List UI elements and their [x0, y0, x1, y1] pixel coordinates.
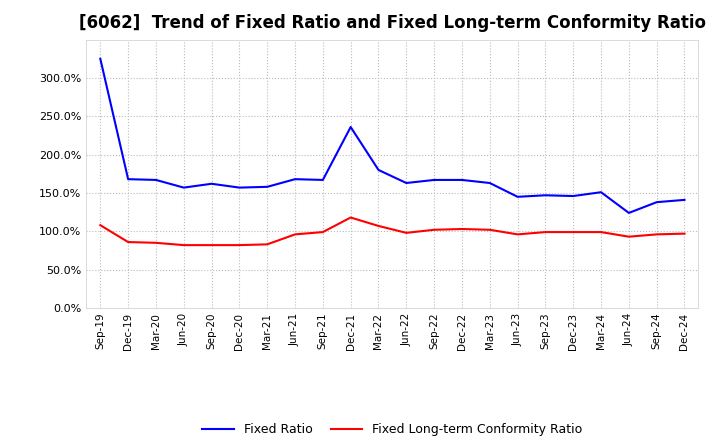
- Fixed Long-term Conformity Ratio: [652, 232, 661, 237]
- Title: [6062]  Trend of Fixed Ratio and Fixed Long-term Conformity Ratio: [6062] Trend of Fixed Ratio and Fixed Lo…: [79, 15, 706, 33]
- Fixed Long-term Conformity Ratio: [291, 232, 300, 237]
- Fixed Long-term Conformity Ratio: [179, 242, 188, 248]
- Fixed Long-term Conformity Ratio: [402, 230, 410, 235]
- Fixed Ratio: [597, 190, 606, 195]
- Fixed Long-term Conformity Ratio: [318, 229, 327, 235]
- Fixed Ratio: [152, 177, 161, 183]
- Line: Fixed Long-term Conformity Ratio: Fixed Long-term Conformity Ratio: [100, 217, 685, 245]
- Fixed Long-term Conformity Ratio: [541, 229, 550, 235]
- Fixed Long-term Conformity Ratio: [569, 229, 577, 235]
- Fixed Ratio: [652, 199, 661, 205]
- Fixed Long-term Conformity Ratio: [485, 227, 494, 232]
- Fixed Long-term Conformity Ratio: [96, 223, 104, 228]
- Fixed Ratio: [96, 56, 104, 62]
- Fixed Ratio: [680, 197, 689, 202]
- Fixed Ratio: [291, 176, 300, 182]
- Fixed Long-term Conformity Ratio: [374, 224, 383, 229]
- Fixed Ratio: [179, 185, 188, 190]
- Fixed Ratio: [485, 180, 494, 186]
- Fixed Long-term Conformity Ratio: [680, 231, 689, 236]
- Fixed Ratio: [374, 167, 383, 172]
- Fixed Ratio: [430, 177, 438, 183]
- Fixed Long-term Conformity Ratio: [458, 226, 467, 231]
- Fixed Long-term Conformity Ratio: [235, 242, 243, 248]
- Fixed Ratio: [346, 125, 355, 130]
- Fixed Ratio: [124, 176, 132, 182]
- Fixed Long-term Conformity Ratio: [152, 240, 161, 246]
- Fixed Long-term Conformity Ratio: [430, 227, 438, 232]
- Fixed Long-term Conformity Ratio: [346, 215, 355, 220]
- Fixed Long-term Conformity Ratio: [513, 232, 522, 237]
- Fixed Ratio: [235, 185, 243, 190]
- Fixed Long-term Conformity Ratio: [597, 229, 606, 235]
- Fixed Ratio: [569, 194, 577, 199]
- Fixed Long-term Conformity Ratio: [207, 242, 216, 248]
- Fixed Ratio: [624, 210, 633, 216]
- Fixed Long-term Conformity Ratio: [624, 234, 633, 239]
- Fixed Ratio: [513, 194, 522, 199]
- Fixed Ratio: [207, 181, 216, 187]
- Legend: Fixed Ratio, Fixed Long-term Conformity Ratio: Fixed Ratio, Fixed Long-term Conformity …: [197, 418, 588, 440]
- Fixed Ratio: [402, 180, 410, 186]
- Fixed Ratio: [263, 184, 271, 190]
- Line: Fixed Ratio: Fixed Ratio: [100, 59, 685, 213]
- Fixed Long-term Conformity Ratio: [124, 239, 132, 245]
- Fixed Ratio: [541, 193, 550, 198]
- Fixed Long-term Conformity Ratio: [263, 242, 271, 247]
- Fixed Ratio: [458, 177, 467, 183]
- Fixed Ratio: [318, 177, 327, 183]
